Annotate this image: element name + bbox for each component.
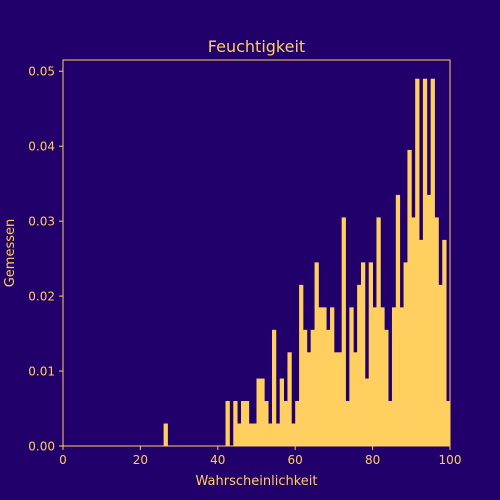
histogram-bar [279, 378, 284, 446]
histogram-bar [399, 307, 404, 446]
histogram-bar [318, 307, 323, 446]
histogram-bar [364, 378, 370, 446]
histogram-bar [237, 423, 242, 446]
histogram-bar [438, 284, 443, 446]
histogram-bar [391, 307, 397, 446]
histogram-bar [384, 329, 389, 446]
histogram-bar [244, 401, 250, 446]
y-tick-label: 0.03 [28, 215, 55, 229]
histogram-bar [430, 78, 435, 447]
chart-title: Feuchtigkeit [208, 37, 305, 56]
plot-frame [62, 59, 451, 447]
histogram-bar [299, 284, 304, 446]
histogram-bar [368, 262, 373, 446]
histogram-bar [264, 401, 269, 446]
bars-group [163, 78, 451, 447]
histogram-bar [442, 239, 447, 446]
histogram-bar [434, 217, 439, 446]
histogram-bar [275, 423, 281, 446]
histogram-bar [302, 329, 308, 446]
histogram-bar [341, 217, 346, 446]
y-axis-label: Gemessen [3, 219, 18, 288]
histogram-bar [337, 352, 343, 446]
histogram-bar [310, 329, 315, 446]
y-tick-label: 0.00 [28, 440, 55, 454]
x-tick-label: 100 [439, 453, 462, 467]
histogram-bar [357, 284, 362, 446]
y-tick-label: 0.05 [28, 65, 55, 79]
histogram-bar [306, 352, 312, 446]
histogram-bar [376, 217, 381, 446]
histogram-bar [252, 423, 257, 446]
histogram-bar [241, 401, 246, 446]
y-axis-ticks: 0.00 0.01 0.02 0.03 0.04 0.05 [28, 65, 63, 454]
histogram-bar [388, 401, 393, 446]
histogram-bar [333, 352, 339, 446]
histogram-bar [225, 401, 230, 446]
histogram-bar [291, 423, 296, 446]
x-tick-label: 20 [133, 453, 148, 467]
x-axis-ticks: 0 20 40 60 80 100 [59, 446, 461, 467]
histogram-bar [233, 401, 238, 446]
histogram-bar [353, 352, 358, 446]
x-tick-label: 40 [210, 453, 225, 467]
histogram-bar [256, 378, 261, 446]
histogram-bar [268, 423, 273, 446]
histogram-bar [419, 239, 424, 446]
histogram-bar [403, 262, 408, 446]
histogram-bar [295, 401, 300, 446]
histogram-bar [446, 401, 451, 446]
histogram-bar [407, 149, 412, 446]
histogram-bar [395, 194, 401, 446]
x-tick-label: 80 [365, 453, 380, 467]
histogram-bar [287, 352, 292, 446]
histogram-bar [345, 401, 350, 446]
y-tick-label: 0.04 [28, 140, 55, 154]
histogram-bar [426, 194, 432, 446]
histogram-bar [326, 329, 331, 446]
histogram-bar [422, 78, 428, 447]
x-axis-label: Wahrscheinlichkeit [196, 474, 318, 489]
histogram-bar [271, 329, 277, 446]
histogram-bar [411, 217, 416, 446]
histogram-bar [248, 423, 254, 446]
histogram-bar [260, 378, 265, 446]
histogram-bar [283, 401, 288, 446]
histogram-bar [380, 307, 385, 446]
y-tick-label: 0.01 [28, 365, 55, 379]
histogram-bar [349, 307, 354, 446]
histogram-bar [163, 423, 168, 446]
histogram-bar [322, 307, 327, 446]
y-tick-label: 0.02 [28, 290, 55, 304]
histogram-bar [314, 262, 319, 446]
histogram-bar [372, 307, 377, 446]
histogram-bar [360, 262, 366, 446]
x-tick-label: 0 [59, 453, 67, 467]
histogram-bar [330, 307, 335, 446]
x-tick-label: 60 [288, 453, 303, 467]
histogram-bar [415, 78, 420, 447]
